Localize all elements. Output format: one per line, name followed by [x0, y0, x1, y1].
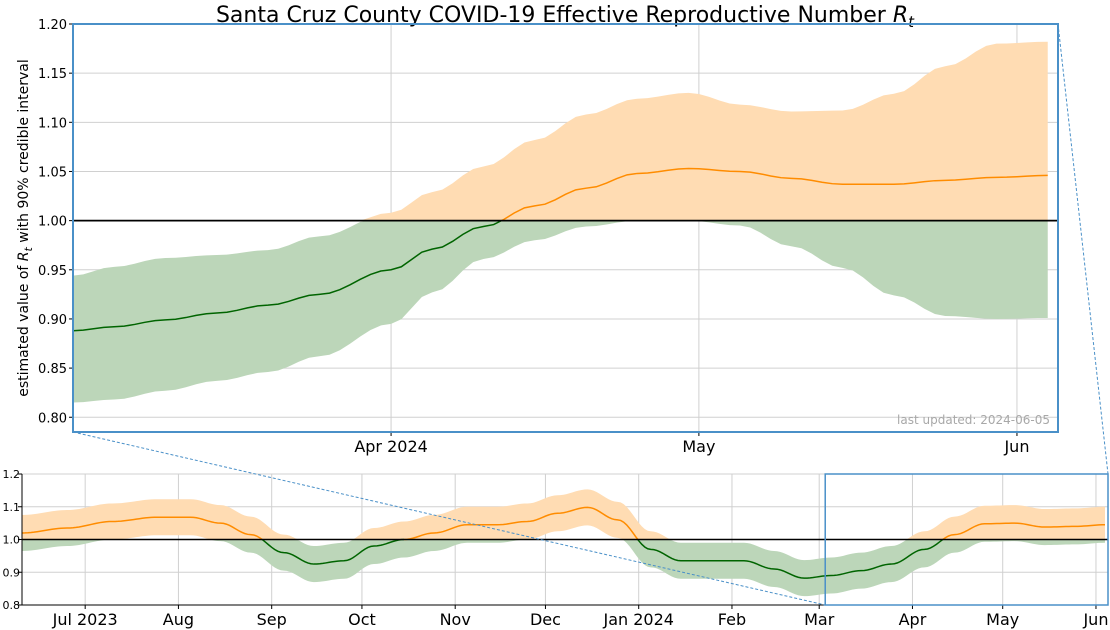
overview-mean-below [637, 538, 944, 579]
zoom-connector-lines [72, 23, 1109, 606]
overview-mean-below [261, 538, 405, 565]
connector-left [72, 431, 826, 606]
zoomed-mean-above [501, 167, 1048, 222]
overview-band-below [22, 539, 1105, 597]
y-axis-label: estimated value of Rt with 90% credible … [16, 59, 35, 397]
overview-y-tick-label: 1.2 [3, 468, 21, 481]
zoomed-y-tick-label: 1.10 [38, 116, 67, 131]
overview-y-tick-label: 0.9 [3, 566, 21, 579]
zoomed-mean-below [72, 219, 502, 332]
overview-x-tick-label: Aug [163, 610, 194, 629]
overview-y-tick-label: 1.1 [3, 501, 21, 514]
overview-band-above [22, 489, 1105, 540]
zoomed-y-tick-label: 0.95 [38, 264, 67, 279]
overview-mean-above [404, 506, 639, 541]
overview-x-tick-label: May [986, 610, 1019, 629]
zoomed-band-above [73, 41, 1048, 221]
zoomed-x-tick-label: May [682, 437, 715, 456]
zoomed-x-ticks: Apr 2024 May Jun [354, 432, 1029, 456]
overview-x-tick-label: Sep [257, 610, 287, 629]
connector-right [1057, 23, 1109, 475]
overview-mean-line [21, 506, 1105, 579]
overview-zoom-box [824, 473, 1109, 606]
overview-x-tick-label: Jan 2024 [602, 610, 673, 629]
overview-x-tick-label: Feb [718, 610, 746, 629]
overview-x-tick-label: Oct [348, 610, 376, 629]
zoomed-y-tick-label: 0.80 [38, 411, 67, 426]
overview-mean-above [21, 516, 263, 541]
overview-x-tick-label: Dec [530, 610, 561, 629]
overview-areas [22, 489, 1105, 597]
overview-x-tick-label: Mar [804, 610, 835, 629]
zoomed-y-tick-label: 0.85 [38, 362, 67, 377]
zoomed-y-tick-label: 0.90 [38, 313, 67, 328]
zoomed-y-tick-label: 1.15 [38, 67, 67, 82]
overview-y-tick-label: 1.0 [3, 534, 21, 547]
overview-x-tick-label: Jul 2023 [52, 610, 118, 629]
overview-x-ticks: Jul 2023 Aug Sep Oct Nov Dec Jan 2024 Feb Mar Apr… [22, 604, 1108, 629]
zoomed-credible-band [73, 41, 1048, 403]
overview-mean-above [942, 522, 1105, 541]
chart-title: Santa Cruz County COVID-19 Effective Rep… [216, 3, 915, 31]
last-updated-note: last updated: 2024-06-05 [897, 413, 1050, 427]
zoomed-y-ticks: 0.80 0.85 0.90 0.95 1.00 1.05 1.10 1.15 1.20 [38, 18, 73, 426]
zoomed-mean-line [72, 167, 1048, 332]
overview-y-tick-label: 0.8 [3, 599, 21, 612]
overview-x-tick-label: Jun [1082, 610, 1108, 629]
zoomed-y-tick-label: 1.00 [38, 215, 67, 230]
zoomed-band-below [73, 220, 1048, 403]
zoomed-panel-frame [72, 23, 1059, 433]
zoomed-y-tick-label: 1.20 [38, 18, 67, 33]
overview-x-tick-label: Apr [899, 610, 927, 629]
overview-y-ticks: 0.8 0.9 1.0 1.1 1.2 [3, 468, 23, 612]
zoomed-x-tick-label: Jun [1003, 437, 1029, 456]
overview-x-tick-label: Nov [440, 610, 471, 629]
zoomed-x-tick-label: Apr 2024 [354, 437, 427, 456]
zoomed-y-tick-label: 1.05 [38, 165, 67, 180]
